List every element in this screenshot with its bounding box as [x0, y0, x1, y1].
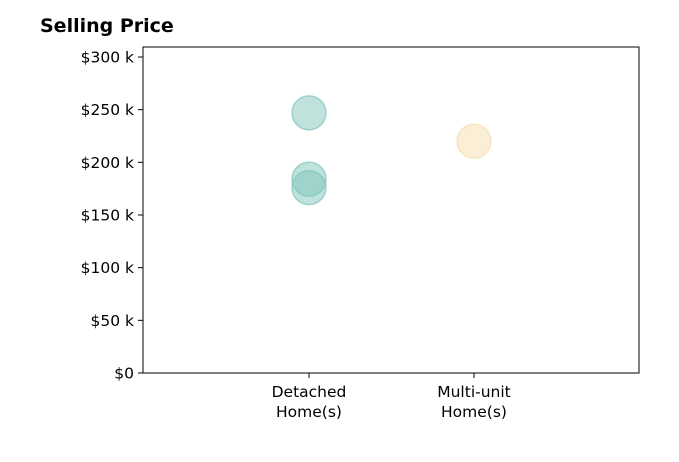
x-axis: Detached Home(s) Multi-unit Home(s) [272, 373, 511, 421]
y-tick-label: $50 k [91, 312, 135, 330]
plot-frame [142, 46, 640, 374]
y-tick-label: $300 k [81, 49, 134, 67]
data-point [456, 123, 492, 160]
data-points [291, 95, 492, 206]
y-tick-label: $0 [114, 365, 134, 383]
data-point [291, 169, 327, 206]
y-tick-label: $100 k [81, 259, 134, 277]
y-axis: $0 $50 k $100 k $150 k $200 k $250 k $300 k [81, 49, 143, 383]
y-tick-label: $250 k [81, 101, 134, 119]
y-tick-label: $150 k [81, 207, 134, 225]
y-tick-label: $200 k [81, 154, 134, 172]
chart-title: Selling Price [40, 15, 174, 37]
x-tick-label: Detached Home(s) [272, 383, 347, 421]
data-point [291, 95, 327, 131]
x-tick-label: Multi-unit Home(s) [437, 383, 511, 421]
